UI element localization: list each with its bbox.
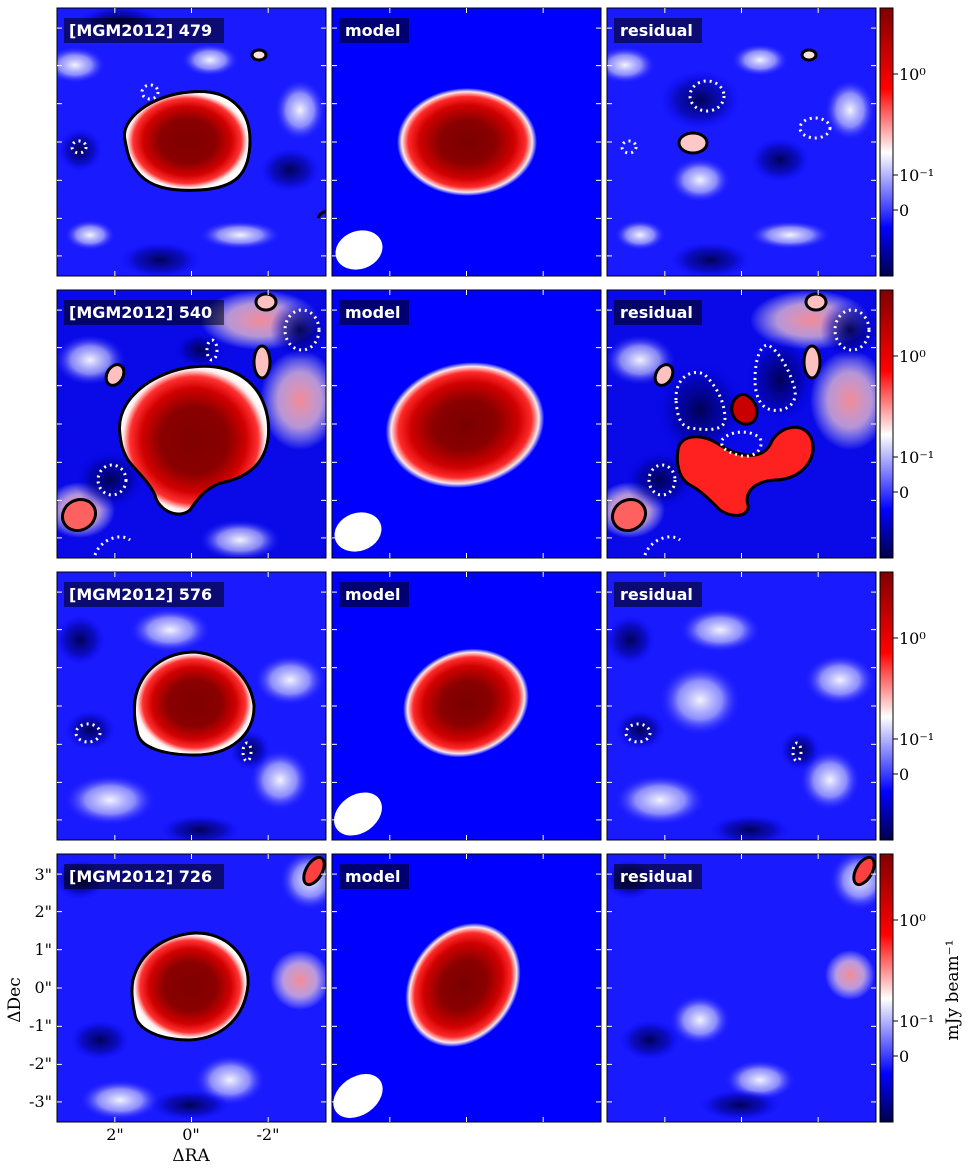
panel-479-residual (607, 8, 876, 276)
x-tick-label: -2" (257, 1125, 280, 1144)
panel-540-residual (607, 290, 876, 558)
panel-labels: [MGM2012] 479 model residual [MGM2012] 5… (64, 18, 702, 889)
y-axis: 3" 2" 1" 0" -1" -2" -3" ΔDec (5, 865, 52, 1111)
y-tick-label: 3" (34, 865, 52, 884)
x-tick-label: 0" (182, 1125, 200, 1144)
y-tick-label: 0" (34, 978, 52, 997)
colorbar-tick: 10⁰ (899, 65, 926, 84)
panel-726-data (57, 854, 326, 1122)
panel-479-model (332, 8, 601, 276)
model-label: model (345, 867, 400, 886)
beam-ellipse (334, 792, 382, 836)
y-tick-label: -1" (29, 1016, 52, 1035)
x-axis-label: ΔRA (172, 1146, 210, 1166)
colorbar-2: 10⁰ 10⁻¹ 0 (879, 571, 934, 841)
colorbar-tick: 0 (899, 765, 909, 784)
colorbar-tick: 10⁻¹ (899, 166, 934, 185)
y-axis-label: ΔDec (5, 977, 25, 1023)
source-label: [MGM2012] 540 (69, 303, 212, 322)
residual-label: residual (620, 303, 693, 322)
residual-label: residual (620, 21, 693, 40)
x-axis: 2" 0" -2" ΔRA (106, 1125, 279, 1166)
model-label: model (345, 303, 400, 322)
colorbar-tick: 0 (899, 1047, 909, 1066)
residual-label: residual (620, 867, 693, 886)
y-tick-label: -2" (29, 1054, 52, 1073)
panel-540-model (332, 290, 601, 558)
tick-marks (57, 8, 876, 1122)
colorbar-tick: 0 (899, 483, 909, 502)
residual-label: residual (620, 585, 693, 604)
model-label: model (345, 585, 400, 604)
y-tick-label: 2" (34, 902, 52, 921)
colorbar-0: 10⁰ 10⁻¹ 0 (879, 7, 934, 277)
panel-726-residual (607, 854, 876, 1122)
colorbar-tick: 10⁻¹ (899, 448, 934, 467)
beam-ellipse (333, 1074, 383, 1118)
colorbar-label: mJy beam⁻¹ (943, 940, 963, 1041)
y-tick-label: -3" (29, 1092, 52, 1111)
panel-479-data (57, 8, 326, 276)
panel-576-model (332, 572, 601, 840)
colorbar-tick: 10⁰ (899, 629, 926, 648)
y-tick-label: 1" (34, 940, 52, 959)
colorbar-tick: 10⁻¹ (899, 1012, 934, 1031)
colorbar-tick: 10⁰ (899, 347, 926, 366)
source-label: [MGM2012] 726 (69, 867, 212, 886)
beam-ellipse (335, 230, 383, 270)
beam-ellipse (334, 512, 382, 552)
panel-576-residual (607, 572, 876, 840)
x-tick-label: 2" (106, 1125, 124, 1144)
source-label: [MGM2012] 576 (69, 585, 212, 604)
colorbar-tick: 10⁻¹ (899, 730, 934, 749)
panel-576-data (57, 572, 326, 840)
panel-540-data (57, 290, 326, 558)
source-label: [MGM2012] 479 (69, 21, 212, 40)
colorbar-tick: 10⁰ (899, 911, 926, 930)
panel-726-model (332, 854, 601, 1122)
colorbar-3: 10⁰ 10⁻¹ 0 mJy beam⁻¹ (879, 853, 963, 1123)
colorbar-tick: 0 (899, 201, 909, 220)
colorbar-1: 10⁰ 10⁻¹ 0 (879, 289, 934, 559)
model-label: model (345, 21, 400, 40)
